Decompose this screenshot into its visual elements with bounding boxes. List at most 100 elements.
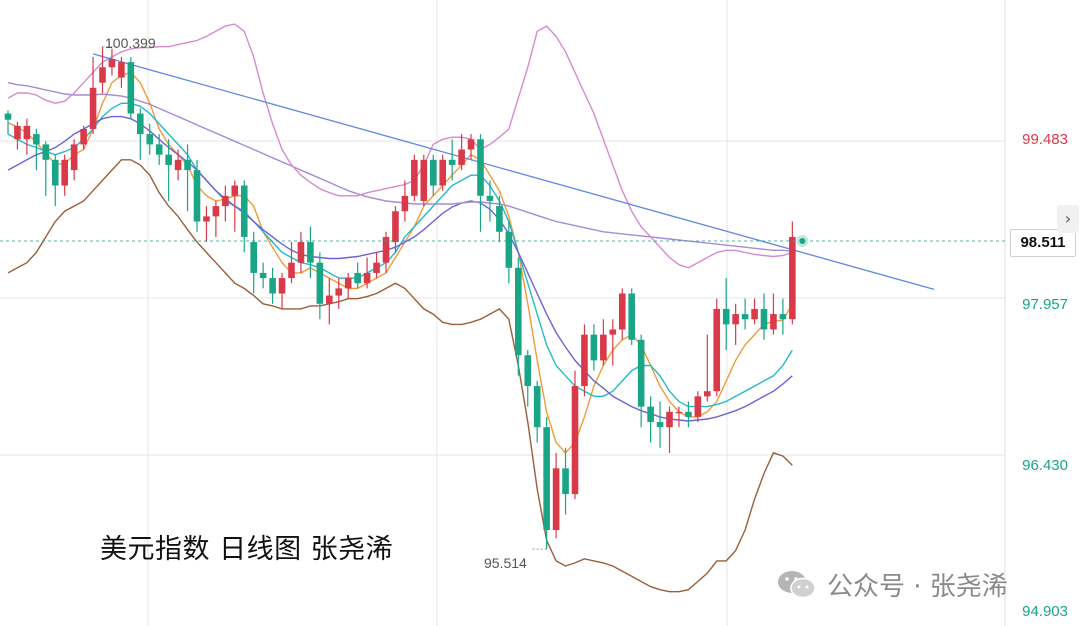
- candle-body: [344, 278, 352, 289]
- candle-body: [89, 87, 97, 129]
- chart-caption: 美元指数 日线图 张尧浠: [100, 534, 394, 565]
- candle-body: [694, 396, 702, 417]
- candle-body: [212, 206, 220, 217]
- y-tick-99483: 99.483: [1022, 131, 1068, 148]
- candle-body: [174, 159, 182, 171]
- trendline: [92, 53, 935, 291]
- candle-body: [137, 113, 144, 135]
- candle-body: [477, 139, 484, 196]
- candle-body: [165, 154, 172, 165]
- candle-body: [4, 113, 12, 120]
- candle-body: [269, 278, 276, 294]
- candle-body: [751, 308, 758, 320]
- candle-body: [401, 195, 409, 212]
- candle-body: [656, 422, 664, 428]
- candle-body: [770, 314, 777, 330]
- candle-body: [278, 278, 286, 294]
- watermark: 公众号 · 张尧浠: [775, 566, 1008, 603]
- candle-body: [741, 314, 749, 320]
- y-tick-96430: 96.430: [1022, 457, 1068, 474]
- candle-body: [155, 144, 163, 155]
- candle-body: [288, 262, 295, 279]
- candle-body: [675, 411, 683, 414]
- candle-body: [203, 216, 210, 222]
- candle-body: [184, 159, 191, 171]
- candle-body: [722, 308, 730, 325]
- candle-body: [326, 295, 333, 304]
- candle-body: [467, 139, 475, 150]
- candle-body: [760, 308, 768, 330]
- low-label: 95.514: [484, 555, 527, 571]
- candle-body: [373, 262, 380, 273]
- candle-body: [458, 149, 465, 165]
- candle-body: [552, 468, 560, 531]
- candle-body: [297, 242, 305, 263]
- candle-body: [618, 293, 626, 330]
- current-price-badge: 98.511: [1010, 229, 1076, 257]
- candle-body: [99, 67, 106, 83]
- candle-body: [609, 329, 617, 335]
- candle-body: [61, 159, 68, 186]
- candle-body: [80, 128, 87, 145]
- y-tick-94903: 94.903: [1022, 603, 1068, 620]
- candle-body: [231, 185, 239, 196]
- ma5-line: [7, 71, 793, 454]
- boll-lower-line: [7, 159, 793, 593]
- candle-body: [240, 185, 248, 237]
- candle-body: [250, 242, 257, 273]
- wechat-icon: [778, 570, 816, 598]
- candle-body: [420, 159, 428, 201]
- candle-body: [127, 62, 135, 114]
- candle-body: [600, 334, 607, 361]
- candle-body: [259, 272, 267, 279]
- candle-body: [486, 195, 494, 201]
- y-tick-97957: 97.957: [1022, 296, 1068, 313]
- candle-body: [363, 272, 371, 284]
- candle-body: [316, 262, 324, 304]
- candle-body: [779, 314, 787, 320]
- candle-body: [515, 267, 522, 356]
- candle-body: [382, 236, 390, 263]
- candle-body: [704, 391, 711, 397]
- candle-body: [448, 159, 456, 165]
- candle-body: [33, 134, 40, 145]
- candle-body: [23, 125, 31, 140]
- ma60-line: [7, 82, 793, 252]
- candles: [4, 46, 796, 550]
- ma20-line: [7, 115, 793, 422]
- candle-body: [307, 242, 314, 263]
- chevron-right-icon[interactable]: ›: [1057, 205, 1079, 233]
- overlays: [0, 46, 1005, 550]
- candle-body: [524, 355, 532, 387]
- candle-body: [581, 334, 588, 387]
- candle-body: [70, 144, 78, 171]
- candle-body: [571, 386, 579, 495]
- candle-body: [628, 293, 635, 340]
- candle-body: [411, 159, 418, 196]
- candle-body: [647, 406, 654, 423]
- candle-body: [146, 134, 154, 145]
- candle-body: [713, 308, 721, 392]
- candle-body: [666, 411, 673, 428]
- high-label: 100.399: [105, 35, 156, 51]
- candle-body: [51, 159, 59, 186]
- candle-body: [562, 468, 569, 495]
- candle-body: [732, 314, 739, 325]
- candle-body: [118, 62, 125, 78]
- candle-body: [14, 125, 21, 140]
- candle-body: [685, 411, 692, 417]
- current-price-dot: [796, 234, 809, 247]
- candle-body: [354, 272, 361, 284]
- candle-body: [590, 334, 598, 361]
- candle-body: [42, 144, 50, 160]
- candle-body: [789, 236, 796, 320]
- ma10-line: [7, 102, 793, 408]
- candle-body: [439, 159, 446, 186]
- candle-body: [505, 231, 513, 268]
- candle-body: [108, 59, 116, 68]
- candle-body: [222, 195, 229, 207]
- candle-body: [429, 159, 437, 186]
- candle-body: [543, 427, 550, 531]
- candle-body: [637, 339, 645, 407]
